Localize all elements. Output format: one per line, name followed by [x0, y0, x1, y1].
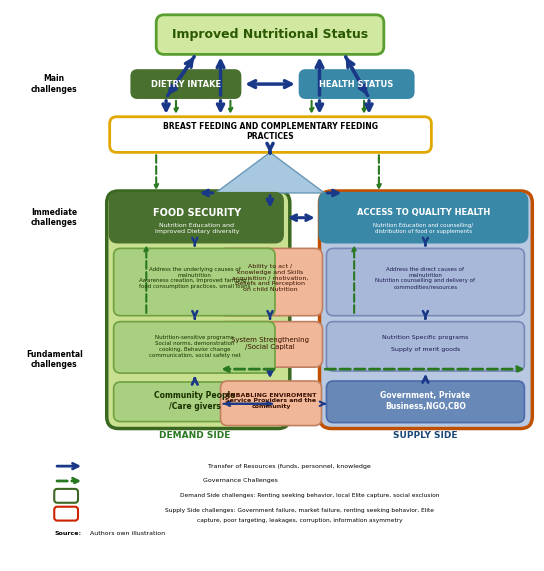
- Text: Nutrition Education and
Improved Dietary diversity: Nutrition Education and Improved Dietary…: [154, 223, 239, 234]
- Text: System Strengthening
/Social Capital: System Strengthening /Social Capital: [231, 337, 309, 350]
- Text: Transfer of Resources (funds, personnel, knowledge: Transfer of Resources (funds, personnel,…: [208, 464, 371, 469]
- Text: Supply Side challenges: Government failure, market failure, renting seeking beha: Supply Side challenges: Government failu…: [165, 508, 434, 513]
- Text: Address the underlying causes of
malnutrition
Awareness creation, Improved farmi: Address the underlying causes of malnutr…: [139, 267, 251, 289]
- Polygon shape: [215, 152, 324, 193]
- FancyBboxPatch shape: [300, 70, 413, 98]
- Text: Government, Private
Business,NGO,CBO: Government, Private Business,NGO,CBO: [380, 391, 471, 411]
- Text: Immediate
challenges: Immediate challenges: [31, 208, 78, 227]
- Text: FOOD SECURITY: FOOD SECURITY: [153, 208, 241, 218]
- FancyBboxPatch shape: [156, 15, 384, 54]
- FancyBboxPatch shape: [326, 381, 524, 423]
- FancyBboxPatch shape: [219, 248, 323, 316]
- Text: Fundamental
challenges: Fundamental challenges: [26, 349, 83, 369]
- Text: Ability to act /
knowledge and Skills
acquisition / motivation,
Beliefs and Perc: Ability to act / knowledge and Skills ac…: [232, 264, 308, 292]
- FancyBboxPatch shape: [132, 70, 240, 98]
- Text: Community People
/Care givers: Community People /Care givers: [154, 391, 236, 411]
- FancyBboxPatch shape: [107, 191, 290, 428]
- Text: Nutrition-sensitive programs
Social norms, demonstration
cooking, Behavior chang: Nutrition-sensitive programs Social norm…: [149, 335, 240, 357]
- FancyBboxPatch shape: [326, 321, 524, 371]
- FancyBboxPatch shape: [114, 321, 275, 373]
- Text: Demand Side challenges: Renting seeking behavior, local Elite capture, social ex: Demand Side challenges: Renting seeking …: [180, 493, 440, 498]
- Text: Governance Challenges: Governance Challenges: [203, 478, 278, 484]
- FancyBboxPatch shape: [54, 506, 78, 521]
- FancyBboxPatch shape: [319, 193, 527, 243]
- Text: DEMAND SIDE: DEMAND SIDE: [159, 431, 231, 440]
- Text: Main
challenges: Main challenges: [31, 74, 78, 94]
- Text: Address the direct causes of
malnutrition
Nutrition counselling and delivery of
: Address the direct causes of malnutritio…: [375, 267, 475, 289]
- FancyBboxPatch shape: [319, 191, 533, 428]
- Text: DIETRY INTAKE: DIETRY INTAKE: [151, 79, 221, 89]
- FancyBboxPatch shape: [220, 381, 322, 425]
- Text: HEALTH STATUS: HEALTH STATUS: [319, 79, 393, 89]
- Text: SUPPLY SIDE: SUPPLY SIDE: [393, 431, 458, 440]
- Text: BREAST FEEDING AND COMPLEMENTARY FEEDING
PRACTICES: BREAST FEEDING AND COMPLEMENTARY FEEDING…: [163, 122, 378, 141]
- FancyBboxPatch shape: [114, 248, 275, 316]
- FancyBboxPatch shape: [54, 489, 78, 502]
- FancyBboxPatch shape: [110, 116, 431, 152]
- Text: ENBABLING ENVIROMENT
Service Providers and the
community: ENBABLING ENVIROMENT Service Providers a…: [225, 392, 317, 409]
- FancyBboxPatch shape: [219, 321, 323, 367]
- Text: Nutrition Specific programs

Supply of merit goods: Nutrition Specific programs Supply of me…: [382, 335, 468, 352]
- FancyBboxPatch shape: [114, 382, 275, 421]
- FancyBboxPatch shape: [326, 248, 524, 316]
- Text: Nutrition Education and counselling/
distribution of food or supplements: Nutrition Education and counselling/ dis…: [373, 223, 473, 234]
- Text: Improved Nutritional Status: Improved Nutritional Status: [172, 28, 368, 41]
- Text: Authors own illustration: Authors own illustration: [90, 532, 165, 536]
- Text: Source:: Source:: [54, 532, 82, 536]
- Text: ACCESS TO QUALITY HEALTH: ACCESS TO QUALITY HEALTH: [357, 208, 490, 217]
- Text: capture, poor targeting, leakages, corruption, information asymmetry: capture, poor targeting, leakages, corru…: [197, 518, 403, 523]
- FancyBboxPatch shape: [110, 193, 283, 243]
